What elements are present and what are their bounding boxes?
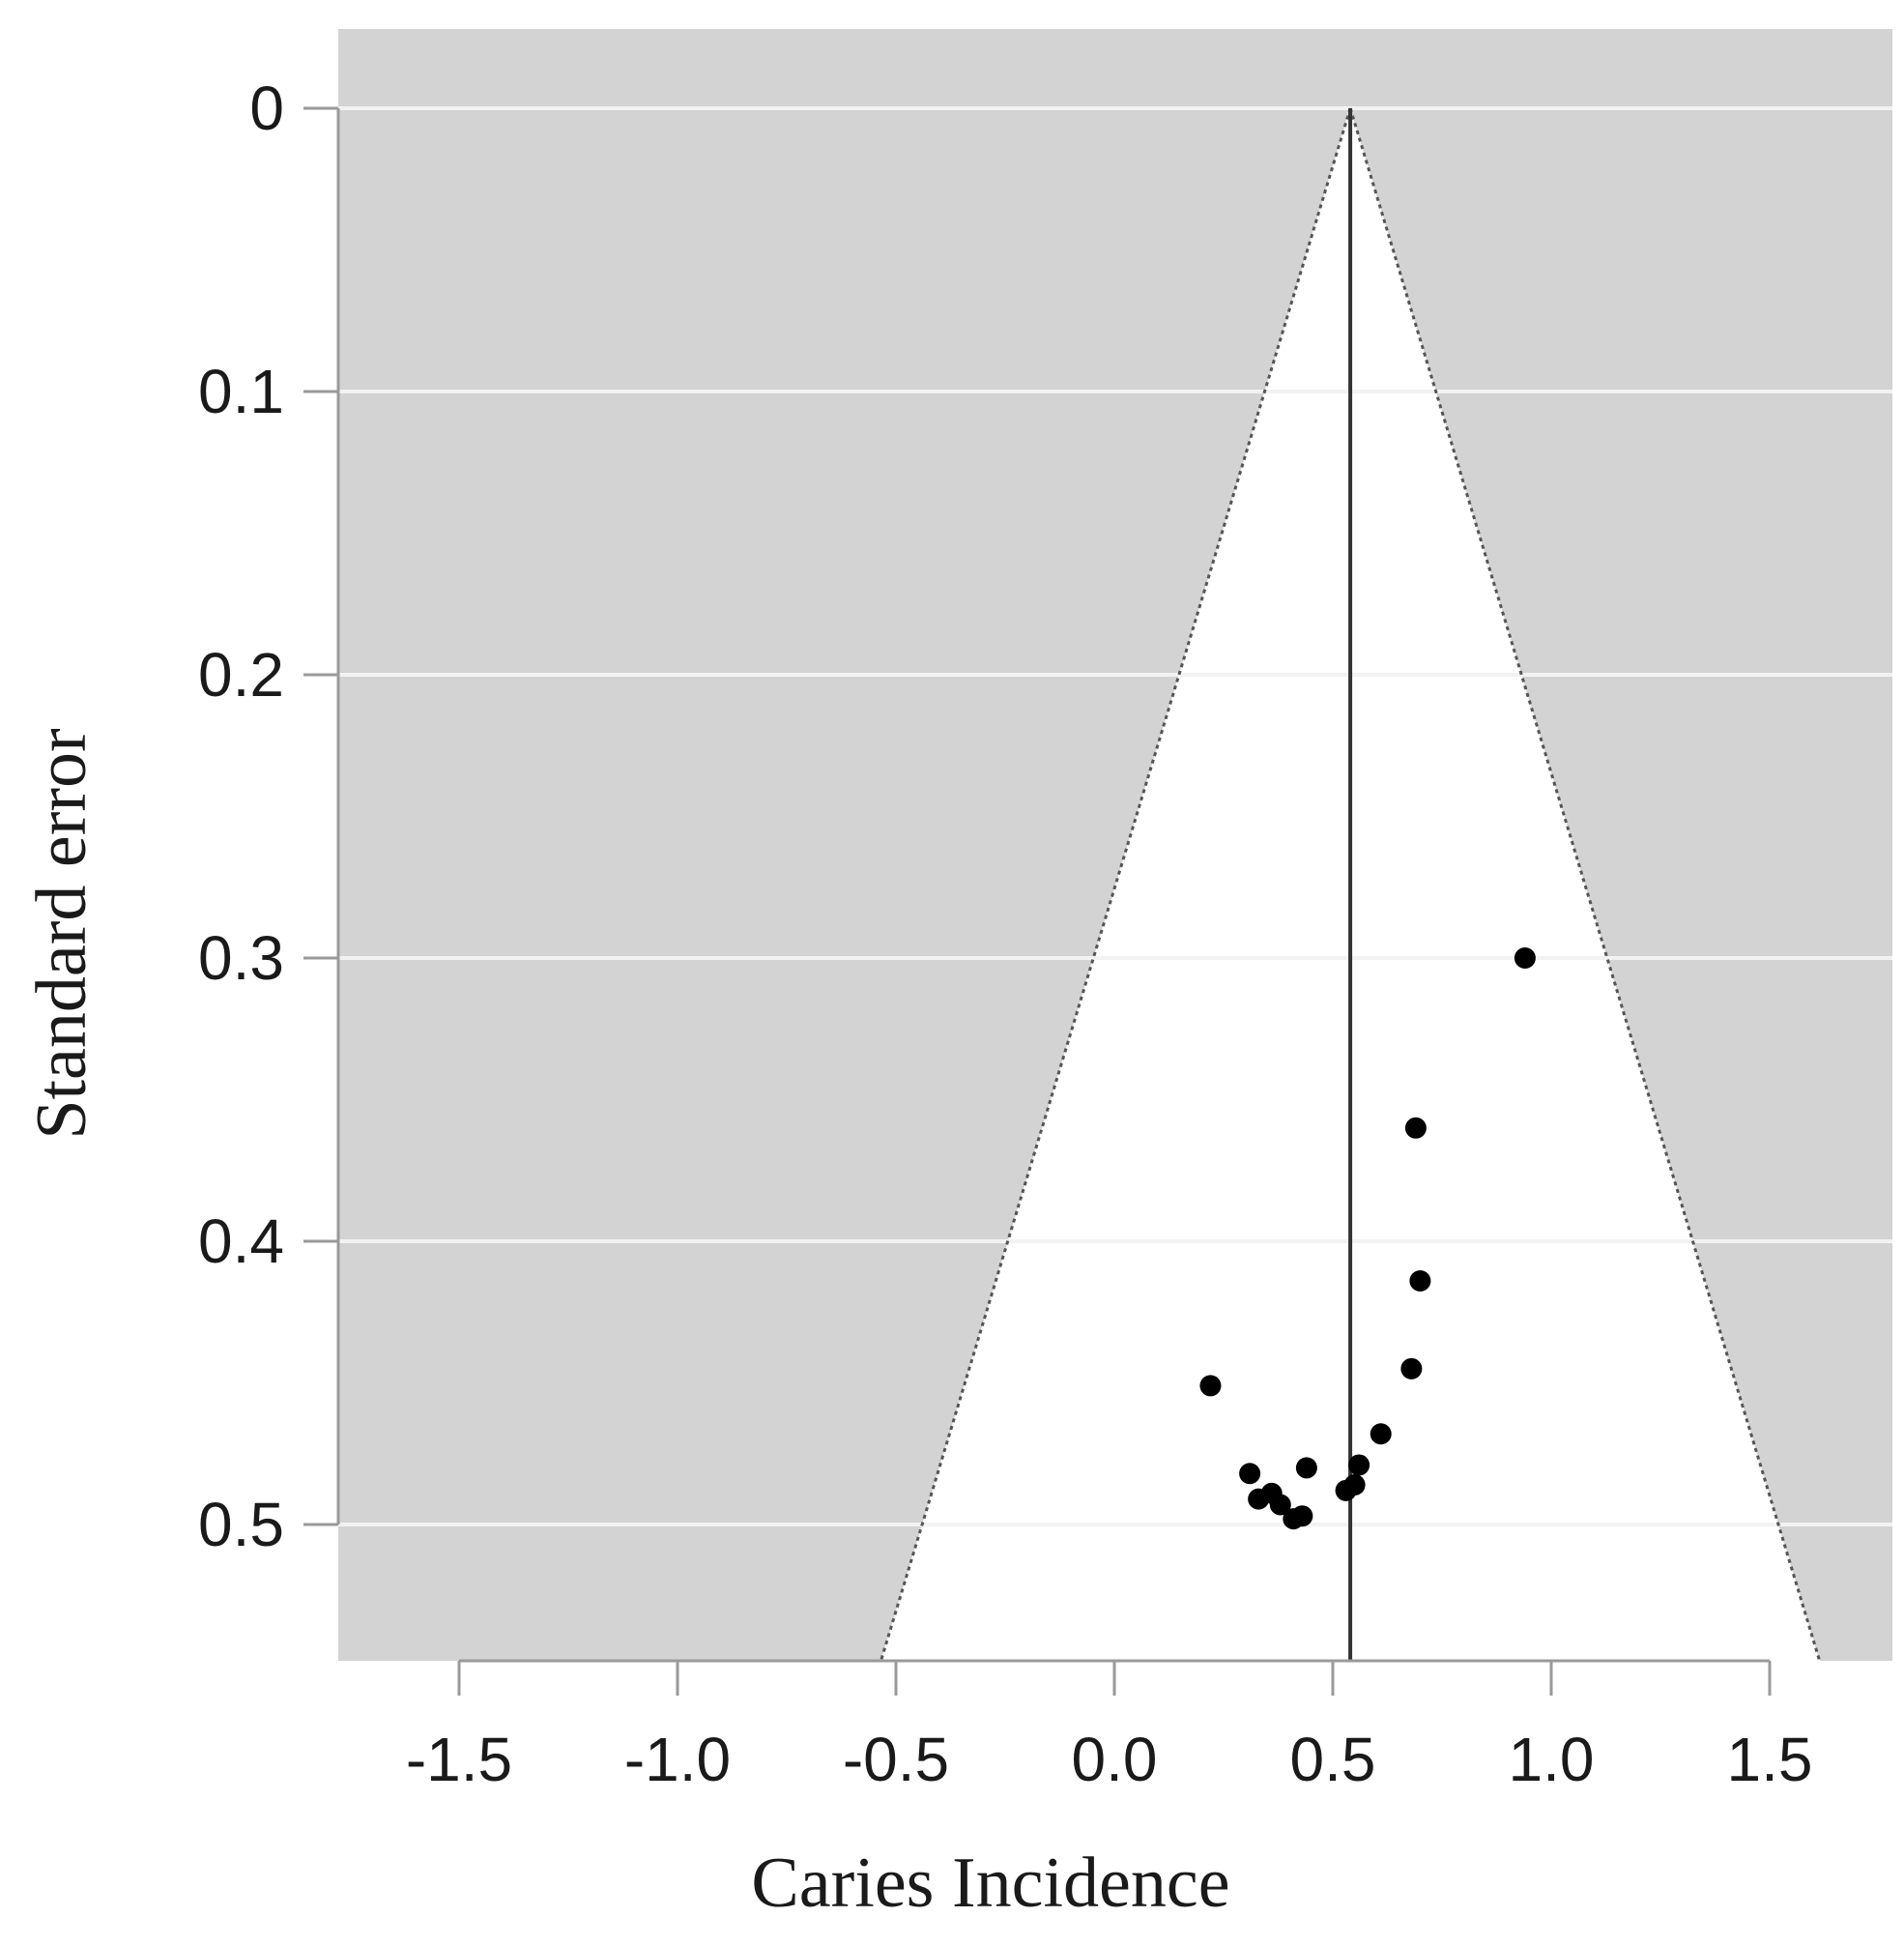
- data-point: [1370, 1423, 1392, 1445]
- y-tick-label: 0: [249, 73, 284, 143]
- data-point: [1348, 1454, 1370, 1476]
- x-tick-label: 1.5: [1727, 1725, 1813, 1794]
- data-point: [1291, 1505, 1313, 1527]
- x-axis-title: Caries Incidence: [751, 1844, 1229, 1923]
- data-point: [1409, 1270, 1431, 1292]
- data-point: [1400, 1357, 1423, 1380]
- y-tick-label: 0.2: [198, 640, 284, 710]
- y-tick-label: 0.1: [198, 357, 284, 426]
- y-tick-label: 0.5: [198, 1490, 284, 1559]
- x-axis: -1.5 -1.0 -0.5 0.0 0.5 1.0 1.5: [406, 1659, 1813, 1794]
- data-point: [1404, 1117, 1427, 1139]
- x-tick-label: -1.0: [624, 1725, 731, 1794]
- y-tick-label: 0.3: [198, 923, 284, 993]
- data-points: [1199, 947, 1536, 1530]
- data-point: [1295, 1457, 1317, 1479]
- y-axis-title: Standard error: [22, 728, 101, 1139]
- data-point: [1199, 1375, 1222, 1397]
- x-tick-label: 0.5: [1290, 1725, 1376, 1794]
- y-tick-label: 0.4: [198, 1206, 284, 1276]
- data-point: [1239, 1463, 1261, 1485]
- data-point: [1514, 947, 1536, 969]
- x-tick-label: -0.5: [843, 1725, 949, 1794]
- x-tick-label: 0.0: [1072, 1725, 1158, 1794]
- x-tick-label: 1.0: [1509, 1725, 1595, 1794]
- gridlines: [338, 106, 1892, 1526]
- x-tick-label: -1.5: [406, 1725, 512, 1794]
- data-point: [1335, 1479, 1357, 1501]
- data-point: [1269, 1494, 1291, 1516]
- y-axis: 0 0.1 0.2 0.3 0.4 0.5: [198, 73, 340, 1559]
